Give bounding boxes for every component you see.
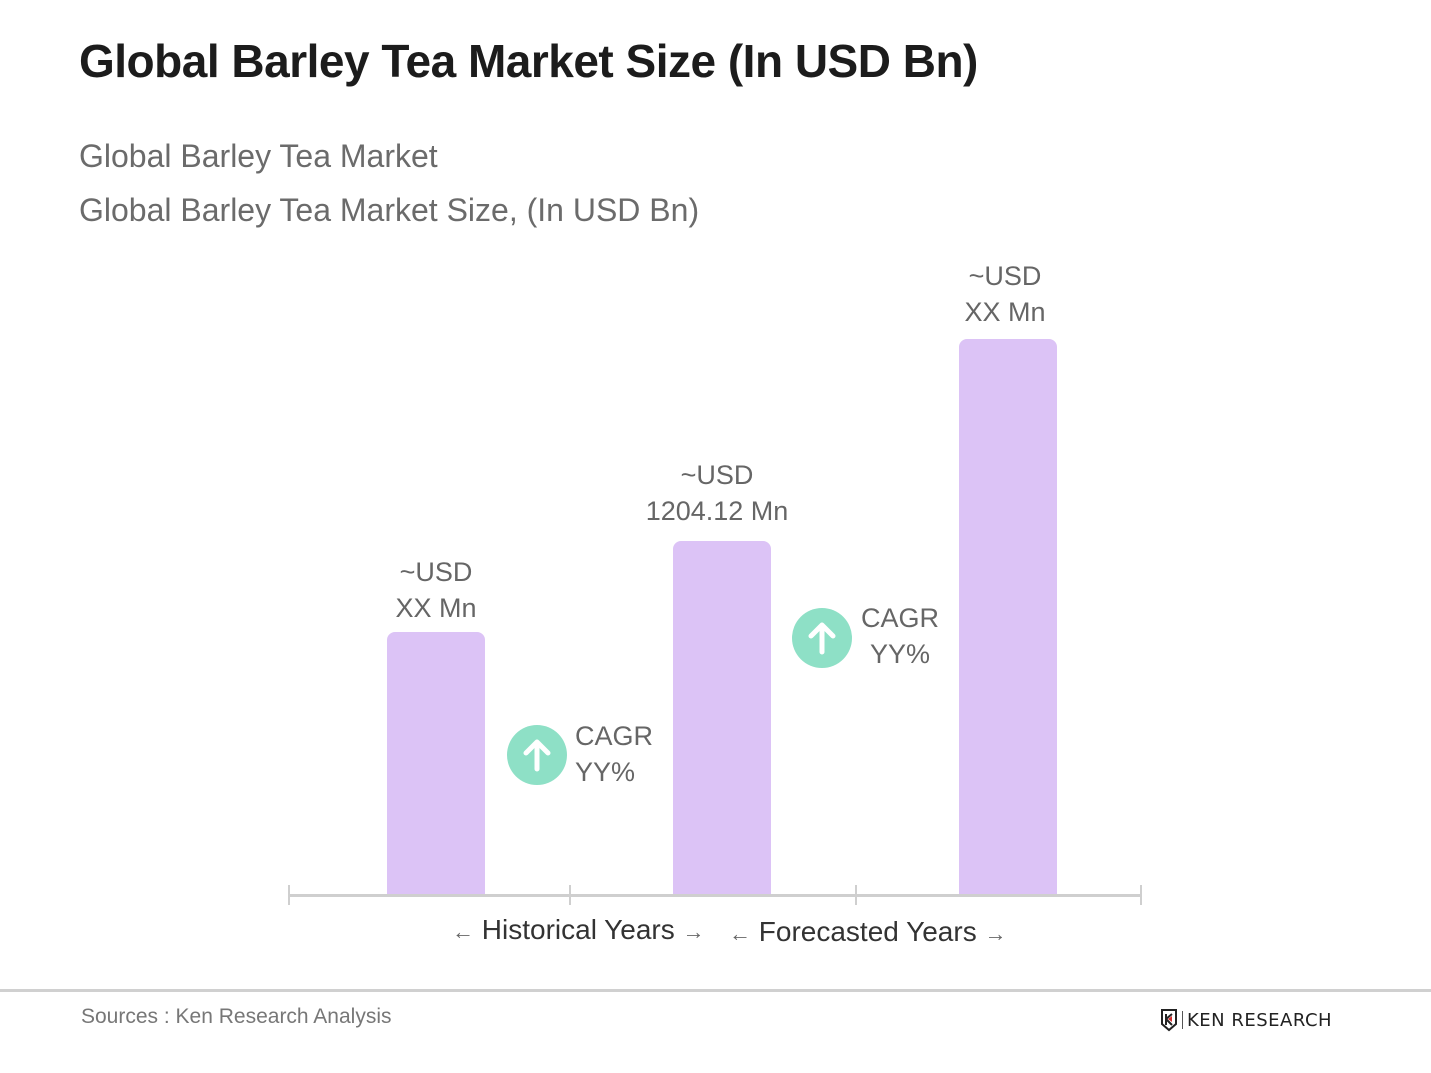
source-note: Sources : Ken Research Analysis: [81, 1005, 392, 1028]
forecasted-years-text: Forecasted Years: [758, 916, 977, 947]
cagr-text-forecast: CAGR YY%: [861, 600, 939, 672]
bar-value: XX Mn: [395, 593, 477, 623]
page-title: Global Barley Tea Market Size (In USD Bn…: [79, 35, 978, 87]
footer-divider: [0, 989, 1431, 992]
axis-tick: [569, 885, 571, 905]
bar-value: XX Mn: [964, 297, 1046, 327]
cagr-value: YY%: [869, 639, 931, 669]
axis-tick: [288, 885, 290, 905]
x-axis-line: [289, 894, 1141, 897]
bar-historical: [387, 632, 485, 895]
cagr-value: YY%: [575, 757, 636, 787]
chart-subtitle-units: Global Barley Tea Market Size, (In USD B…: [79, 192, 700, 228]
cagr-label: CAGR: [575, 721, 654, 751]
bar-label-line: ~USD: [399, 557, 473, 587]
logo-separator: [1182, 1011, 1183, 1029]
cagr-text-historical: CAGR YY%: [575, 718, 653, 790]
chart-subtitle: Global Barley Tea Market: [79, 138, 438, 174]
cagr-arrow-up-icon: [792, 608, 852, 668]
forecasted-years-label: ← Forecasted Years →: [729, 916, 1006, 948]
ken-research-logo: KEN RESEARCH: [1160, 1008, 1332, 1032]
bar-base-year: [673, 541, 771, 895]
cagr-label: CAGR: [861, 603, 940, 633]
arrow-right-icon: →: [984, 921, 1007, 946]
bar-label-line: ~USD: [968, 261, 1042, 291]
bar-label-1: ~USD XX Mn: [336, 554, 536, 626]
bar-label-2: ~USD 1204.12 Mn: [617, 457, 817, 529]
logo-text: KEN RESEARCH: [1187, 1009, 1333, 1031]
axis-tick: [1140, 885, 1142, 905]
arrow-left-icon: ←: [452, 919, 474, 944]
ken-research-shield-icon: [1161, 1009, 1177, 1032]
historical-years-text: Historical Years: [481, 914, 675, 945]
arrow-left-icon: ←: [729, 921, 751, 946]
historical-years-label: ← Historical Years →: [452, 914, 705, 946]
bar-value: 1204.12 Mn: [645, 496, 789, 526]
arrow-right-icon: →: [682, 919, 705, 944]
axis-tick: [855, 885, 857, 905]
bar-forecast: [959, 339, 1057, 895]
cagr-arrow-up-icon: [507, 725, 567, 785]
bar-label-3: ~USD XX Mn: [905, 258, 1105, 330]
bar-label-line: ~USD: [680, 460, 754, 490]
